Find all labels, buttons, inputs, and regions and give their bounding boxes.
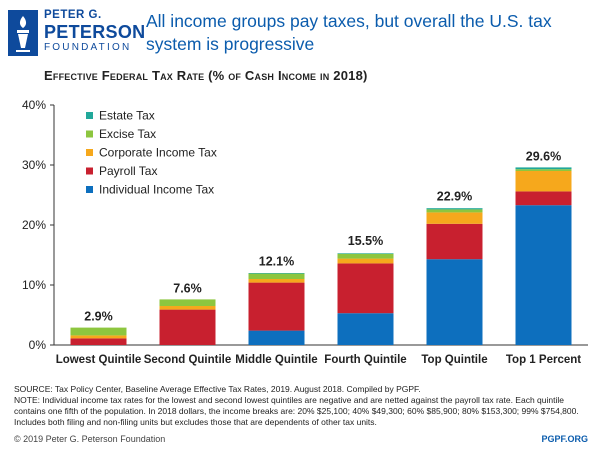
legend-label: Excise Tax bbox=[99, 127, 156, 141]
site-link[interactable]: PGPF.ORG bbox=[541, 434, 588, 444]
bar-segment-individual bbox=[248, 330, 305, 345]
legend-label: Payroll Tax bbox=[99, 164, 157, 178]
y-tick-label: 20% bbox=[22, 218, 46, 232]
bar-segment-excise bbox=[70, 327, 127, 336]
source-note: SOURCE: Tax Policy Center, Baseline Aver… bbox=[14, 384, 421, 394]
total-label: 7.6% bbox=[173, 281, 202, 295]
bar-segment-corporate bbox=[159, 306, 216, 310]
logo-line-2: PETERSON bbox=[44, 21, 146, 42]
bar-segment-payroll bbox=[426, 223, 483, 260]
legend-swatch-payroll bbox=[86, 167, 93, 175]
x-tick-label: Lowest Quintile bbox=[56, 354, 142, 366]
bar-segment-corporate bbox=[70, 335, 127, 339]
y-tick-label: 0% bbox=[29, 338, 47, 352]
legend-label: Individual Income Tax bbox=[99, 183, 214, 197]
legend-label: Estate Tax bbox=[99, 109, 155, 123]
bar-segment-excise bbox=[337, 253, 394, 259]
headline: All income groups pay taxes, but overall… bbox=[146, 11, 552, 54]
legend-swatch-estate bbox=[86, 112, 93, 119]
x-tick-label: Middle Quintile bbox=[235, 354, 317, 366]
bar-segment-estate bbox=[426, 208, 483, 210]
chart-title: Effective Federal Tax Rate (% of Cash In… bbox=[44, 68, 368, 83]
legend-swatch-excise bbox=[86, 130, 93, 138]
x-tick-label: Fourth Quintile bbox=[324, 354, 406, 366]
total-label: 22.9% bbox=[437, 190, 472, 204]
bar-segment-payroll bbox=[515, 191, 572, 206]
y-tick-label: 10% bbox=[22, 278, 46, 292]
total-label: 15.5% bbox=[348, 234, 383, 248]
bar-segment-estate bbox=[515, 167, 572, 170]
legend-label: Corporate Income Tax bbox=[99, 146, 217, 160]
torch-icon bbox=[8, 10, 38, 56]
x-tick-label: Top 1 Percent bbox=[506, 354, 581, 366]
bar-segment-estate bbox=[337, 253, 394, 254]
total-label: 12.1% bbox=[259, 254, 294, 268]
legend-swatch-corporate bbox=[86, 149, 93, 156]
y-tick-label: 40% bbox=[22, 98, 46, 112]
bar-segment-payroll bbox=[337, 263, 394, 314]
stacked-bar-chart: 0% 10% 20% 30% 40% 2.9% Lowest Quintile 7.6% Sec… bbox=[22, 98, 588, 366]
bar-segment-excise bbox=[515, 169, 572, 171]
bar-segment-corporate bbox=[515, 171, 572, 192]
bar-segment-payroll bbox=[159, 309, 216, 345]
bar-segment-individual bbox=[337, 313, 394, 345]
x-tick-label: Top Quintile bbox=[421, 354, 487, 366]
bar-segment-corporate bbox=[426, 212, 483, 224]
bar-segment-payroll bbox=[248, 282, 305, 331]
y-tick-label: 30% bbox=[22, 158, 46, 172]
bar-segment-corporate bbox=[337, 258, 394, 264]
logo-line-1: PETER G. bbox=[44, 9, 102, 21]
bar-segment-corporate bbox=[248, 279, 305, 283]
bar-segment-excise bbox=[159, 299, 216, 306]
x-tick-label: Second Quintile bbox=[144, 354, 232, 366]
copyright: © 2019 Peter G. Peterson Foundation bbox=[14, 434, 166, 444]
pgpf-logo: PETER G. PETERSON FOUNDATION bbox=[8, 8, 145, 62]
logo-line-3: FOUNDATION bbox=[44, 41, 132, 53]
total-label: 2.9% bbox=[84, 310, 113, 324]
bar-segment-excise bbox=[248, 273, 305, 279]
legend-swatch-individual bbox=[86, 186, 93, 193]
total-label: 29.6% bbox=[526, 149, 561, 163]
bar-segment-individual bbox=[426, 259, 483, 345]
bar-segment-excise bbox=[426, 209, 483, 213]
bar-segment-payroll bbox=[70, 338, 127, 345]
methodology-note: NOTE: Individual income tax rates for th… bbox=[14, 395, 579, 427]
footnotes: SOURCE: Tax Policy Center, Baseline Aver… bbox=[14, 384, 590, 428]
bar-segment-estate bbox=[248, 273, 305, 274]
bar-segment-individual bbox=[515, 205, 572, 345]
